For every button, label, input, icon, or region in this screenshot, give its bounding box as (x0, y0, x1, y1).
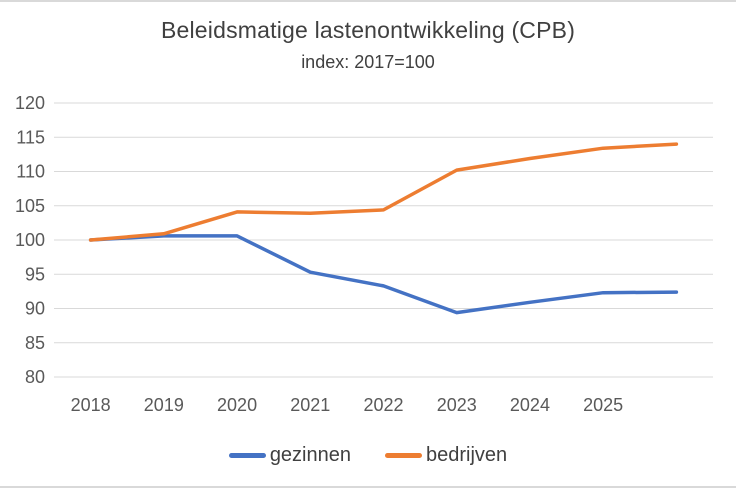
y-tick-label: 110 (16, 162, 45, 182)
y-tick-label: 80 (25, 367, 45, 387)
y-tick-label: 100 (15, 230, 45, 250)
x-tick-label: 2021 (290, 395, 330, 415)
legend-item-gezinnen: gezinnen (228, 444, 351, 467)
series-lines (88, 142, 679, 315)
y-tick-label: 115 (16, 127, 45, 147)
legend: gezinnen bedrijven (0, 444, 736, 467)
x-tick-label: 2020 (217, 395, 257, 415)
legend-swatch-gezinnen (228, 453, 266, 458)
x-tick-label: 2025 (583, 395, 623, 415)
gridlines (54, 102, 713, 378)
x-axis-tick-labels: 2018 2019 2020 2021 2022 2023 2024 2025 (71, 395, 624, 415)
series-line-gezinnen (88, 234, 679, 315)
chart-title: Beleidsmatige lastenontwikkeling (CPB) (160, 17, 576, 43)
x-tick-label: 2022 (363, 395, 403, 415)
y-tick-label: 120 (15, 93, 45, 113)
window-edge-top (0, 0, 736, 2)
y-axis-tick-labels: 80 85 90 95 100 105 110 115 120 (15, 93, 45, 387)
chart-subtitle: index: 2017=100 (301, 52, 435, 72)
x-tick-label: 2018 (71, 395, 111, 415)
x-tick-label: 2019 (144, 395, 184, 415)
window-edge-bottom (0, 486, 736, 488)
y-tick-label: 90 (25, 299, 45, 319)
y-tick-label: 105 (15, 196, 45, 216)
legend-label: bedrijven (426, 444, 508, 466)
x-tick-label: 2023 (437, 395, 477, 415)
y-tick-label: 85 (25, 333, 45, 353)
legend-label: gezinnen (269, 444, 351, 466)
legend-swatch-bedrijven (385, 453, 422, 458)
x-tick-label: 2024 (510, 395, 550, 415)
series-line-bedrijven (88, 142, 679, 242)
y-tick-label: 95 (25, 264, 45, 284)
legend-item-bedrijven: bedrijven (385, 444, 507, 467)
